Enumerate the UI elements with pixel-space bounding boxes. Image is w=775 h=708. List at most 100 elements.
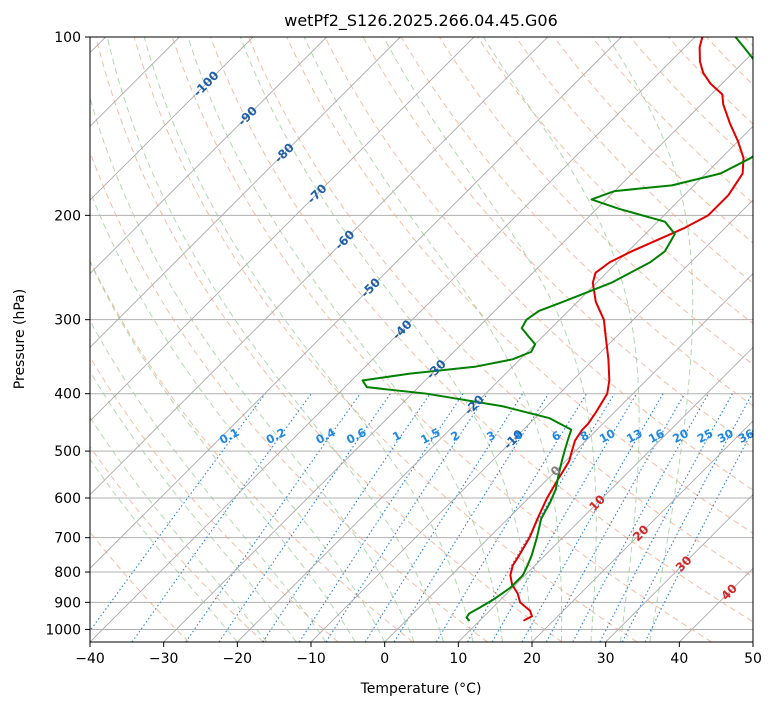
mixing-ratio-label: 30: [715, 426, 736, 446]
mixing-ratio-label: 1.5: [418, 425, 443, 447]
x-tick-label: 40: [670, 651, 688, 667]
isotherm-line: [384, 273, 753, 642]
moist-adiabat: [607, 37, 694, 642]
x-tick-label: −30: [149, 651, 179, 667]
isotherm-line: [679, 567, 753, 642]
temperature-profile: [509, 37, 745, 622]
dry-adiabat: [400, 37, 753, 407]
y-tick-label: 100: [54, 30, 81, 46]
dry-adiabat: [171, 37, 712, 642]
dry-adiabats: [90, 37, 753, 642]
dry-adiabat: [553, 37, 753, 244]
mixing-ratio-line: [131, 393, 312, 642]
x-tick-label: 20: [523, 651, 541, 667]
moist-adiabat: [239, 37, 533, 642]
mixing-ratio-label: 0.6: [344, 425, 369, 447]
moist-adiabat: [90, 458, 238, 642]
chart-title: wetPf2_S126.2025.266.04.45.G06: [284, 11, 558, 31]
moist-adiabat: [303, 37, 563, 642]
x-tick-label: −20: [223, 651, 253, 667]
dry-adiabat: [515, 37, 753, 284]
mixing-ratio-line: [521, 393, 664, 642]
moist-adiabat: [143, 37, 474, 642]
dry-adiabat: [90, 150, 488, 642]
mixing-ratio-labels: 0.1 0.2 0.4 0.6 1 1.5 2 3 4 6 8 10 13 16 20 25 30 36: [217, 425, 757, 447]
mixing-ratio-line: [467, 393, 615, 642]
isotherm-line: [90, 37, 327, 275]
mixing-ratio-label: 20: [670, 426, 691, 446]
dry-adiabat: [90, 445, 264, 642]
moist-adiabat: [482, 37, 640, 642]
isotherm-line: [90, 37, 475, 422]
y-tick-label: 700: [54, 531, 81, 547]
y-tick-label: 200: [54, 208, 81, 224]
y-tick-label: 300: [54, 313, 81, 329]
dry-adiabat: [591, 37, 753, 204]
mixing-ratio-line: [325, 393, 488, 642]
isotherm-line: [90, 37, 622, 569]
plot-frame: [89, 36, 754, 643]
dry-adiabat: [90, 356, 339, 642]
moist-adiabat: [90, 189, 386, 642]
y-tick-label: 900: [54, 595, 81, 611]
mixing-ratio-label: 36: [736, 426, 757, 446]
mixing-ratio-label: 10: [597, 426, 618, 446]
mixing-ratio-line: [545, 393, 686, 642]
dewpoint-profile: [361, 37, 753, 622]
isotherm-line: [605, 494, 753, 642]
isotherm-line: [90, 37, 254, 201]
y-axis-ticks: 100 200 300 400 500 600 700 800 900 1000: [45, 30, 90, 638]
x-tick-label: 0: [380, 651, 389, 667]
pressure-gridlines: [90, 37, 753, 630]
mixing-ratio-label: 25: [695, 426, 716, 446]
mixing-ratio-line: [364, 393, 524, 642]
dry-adiabat: [668, 37, 753, 125]
x-tick-label: −10: [296, 651, 326, 667]
moist-adiabat: [90, 416, 268, 642]
mixing-ratio-line: [262, 393, 431, 642]
y-tick-label: 800: [54, 565, 81, 581]
mixing-ratio-label: 0.1: [217, 425, 242, 447]
x-tick-label: 30: [597, 651, 615, 667]
isotherm-line: [163, 52, 753, 642]
x-axis-ticks: −40 −30 −20 −10 0 10 20 30 40 50: [75, 642, 762, 667]
isotherm-line: [237, 125, 753, 642]
mixing-ratio-label: 2: [448, 428, 462, 444]
mixing-ratio-label: 3: [484, 428, 498, 444]
dry-adiabat: [210, 37, 753, 623]
mixing-ratio-line: [644, 428, 753, 642]
sounding-series: [361, 37, 753, 622]
mixing-ratio-line: [599, 393, 733, 642]
dry-adiabat: [90, 259, 414, 642]
mixing-ratio-label: 0.2: [264, 425, 289, 447]
dry-adiabat: [744, 37, 753, 47]
dry-adiabat: [248, 37, 753, 578]
isotherm-line: [90, 37, 548, 496]
isotherm-line: [90, 37, 696, 642]
isotherm-line: [458, 346, 753, 642]
isotherm-line: [310, 199, 753, 642]
mixing-ratio-lines: [90, 393, 753, 642]
isotherm-line: [752, 641, 753, 642]
mixing-ratio-label: 16: [646, 426, 667, 446]
plot-area: -100-90-80-70-60-50-40-30-20-10010203040…: [90, 37, 757, 642]
y-tick-label: 600: [54, 491, 81, 507]
dry-adiabat: [706, 37, 753, 86]
x-tick-label: −40: [75, 651, 105, 667]
mixing-ratio-line: [298, 393, 464, 642]
isotherm-line: [90, 37, 401, 348]
moist-adiabat: [90, 260, 356, 642]
moist-adiabat: [383, 37, 597, 642]
moist-adiabat: [187, 37, 504, 642]
dry-adiabat: [629, 37, 753, 165]
y-tick-label: 400: [54, 387, 81, 403]
x-tick-label: 10: [449, 651, 467, 667]
dry-adiabat: [90, 531, 190, 642]
mixing-ratio-line: [435, 393, 588, 642]
isotherm-line: [531, 420, 753, 642]
moist-adiabat: [90, 370, 297, 642]
moist-adiabat: [90, 319, 327, 642]
dry-adiabat: [324, 37, 753, 491]
dry-adiabat: [477, 37, 753, 325]
